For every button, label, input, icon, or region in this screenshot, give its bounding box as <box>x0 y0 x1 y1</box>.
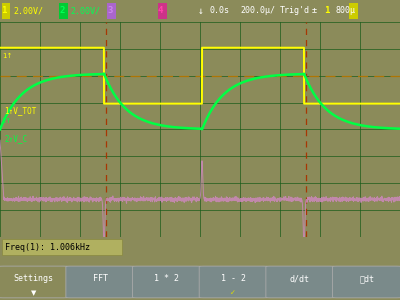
FancyBboxPatch shape <box>158 3 167 19</box>
Text: 1↑: 1↑ <box>2 53 12 59</box>
Text: ✓: ✓ <box>230 290 236 296</box>
Text: 1↑V_TOT: 1↑V_TOT <box>4 106 36 115</box>
Text: FFT: FFT <box>92 274 108 284</box>
Text: 2↑V_C: 2↑V_C <box>4 134 27 143</box>
Text: 800μ: 800μ <box>336 6 356 15</box>
Text: Settings: Settings <box>13 274 53 284</box>
Text: 4: 4 <box>158 6 163 15</box>
FancyBboxPatch shape <box>107 3 116 19</box>
FancyBboxPatch shape <box>2 238 122 256</box>
Text: 1 - 2: 1 - 2 <box>221 274 246 284</box>
Text: ▼: ▼ <box>31 290 36 296</box>
FancyBboxPatch shape <box>332 266 400 298</box>
Text: ↓: ↓ <box>198 6 204 16</box>
FancyBboxPatch shape <box>349 3 358 19</box>
Text: ±: ± <box>312 6 317 15</box>
Text: 200.0μ/: 200.0μ/ <box>240 6 275 15</box>
FancyBboxPatch shape <box>2 3 10 19</box>
Text: 3: 3 <box>107 6 112 15</box>
Text: 2: 2 <box>59 6 64 15</box>
Text: Freq(1): 1.006kHz: Freq(1): 1.006kHz <box>5 242 90 251</box>
Text: 2.00V/: 2.00V/ <box>13 6 43 15</box>
FancyBboxPatch shape <box>132 266 201 298</box>
FancyBboxPatch shape <box>0 266 68 298</box>
FancyBboxPatch shape <box>59 3 68 19</box>
Text: 1 * 2: 1 * 2 <box>154 274 179 284</box>
Text: 0.0s: 0.0s <box>210 6 230 15</box>
FancyBboxPatch shape <box>199 266 268 298</box>
Text: 2↑: 2↑ <box>2 118 12 124</box>
FancyBboxPatch shape <box>66 266 134 298</box>
Text: 1: 1 <box>2 6 7 15</box>
Text: Trig'd: Trig'd <box>280 6 310 15</box>
Text: d/dt: d/dt <box>290 274 310 284</box>
Text: 1: 1 <box>324 6 329 15</box>
Text: ∯dt: ∯dt <box>359 274 374 284</box>
Text: 2.00V/: 2.00V/ <box>70 6 100 15</box>
FancyBboxPatch shape <box>266 266 334 298</box>
